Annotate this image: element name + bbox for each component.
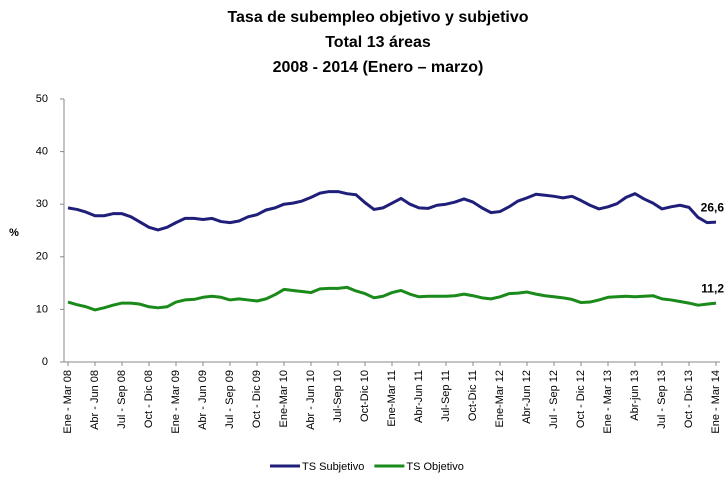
- x-tick-label: Oct-Dic 10: [359, 370, 371, 422]
- chart-title: Tasa de subempleo objetivo y subjetivo: [227, 9, 528, 26]
- x-tick-label: Oct - Dic 12: [575, 370, 587, 428]
- x-tick-label: Abr - Jun 10: [305, 370, 317, 430]
- legend-label: TS Subjetivo: [302, 461, 364, 473]
- x-tick-label: Jul - Sep 12: [548, 370, 560, 429]
- x-tick-label: Jul - Sep 08: [116, 370, 128, 429]
- x-tick-label: Ene - Mar 14: [710, 370, 722, 434]
- x-tick-label: Ene - Mar 08: [62, 370, 74, 434]
- series-line: [67, 190, 717, 232]
- x-tick-label: Abr-jun 13: [629, 370, 641, 421]
- x-tick-label: Jul - Sep 09: [224, 370, 236, 429]
- x-tick-label: Abr - Jun 08: [89, 370, 101, 430]
- series-line: [67, 285, 717, 312]
- x-tick-label: Abr - Jun 09: [197, 370, 209, 430]
- x-tick-label: Ene - Mar 13: [602, 370, 614, 434]
- y-tick-label: 20: [36, 251, 48, 263]
- x-tick-label: Oct-Dic 11: [467, 370, 479, 421]
- data-label: 11,2: [701, 281, 724, 295]
- x-tick-label: Ene-Mar 12: [494, 370, 506, 427]
- y-tick-label: 10: [36, 303, 48, 315]
- y-axis-label: %: [9, 227, 19, 239]
- x-tick-label: Jul - Sep 13: [656, 370, 668, 429]
- x-tick-label: Jul-Sep 11: [440, 370, 452, 422]
- x-tick-label: Oct - Dic 13: [683, 370, 695, 428]
- y-tick-label: 50: [36, 93, 48, 105]
- x-tick-label: Abr-Jun 12: [521, 370, 533, 424]
- legend-label: TS Objetivo: [406, 461, 463, 473]
- chart-title: 2008 - 2014 (Enero – marzo): [273, 59, 484, 76]
- x-tick-label: Ene-Mar 10: [278, 370, 290, 427]
- x-tick-label: Abr-Jun 11: [413, 370, 425, 423]
- y-tick-label: 40: [36, 146, 48, 158]
- x-tick-label: Oct - Dic 09: [251, 370, 263, 428]
- x-tick-label: Ene-Mar 11: [386, 370, 398, 427]
- y-tick-label: 0: [42, 356, 48, 368]
- x-tick-label: Jul-Sep 10: [332, 370, 344, 423]
- data-label: 26,6: [701, 200, 725, 214]
- chart-title: Total 13 áreas: [325, 34, 431, 51]
- y-tick-label: 30: [36, 198, 48, 210]
- x-tick-label: Ene - Mar 09: [170, 370, 182, 434]
- x-tick-label: Oct - Dic 08: [143, 370, 155, 428]
